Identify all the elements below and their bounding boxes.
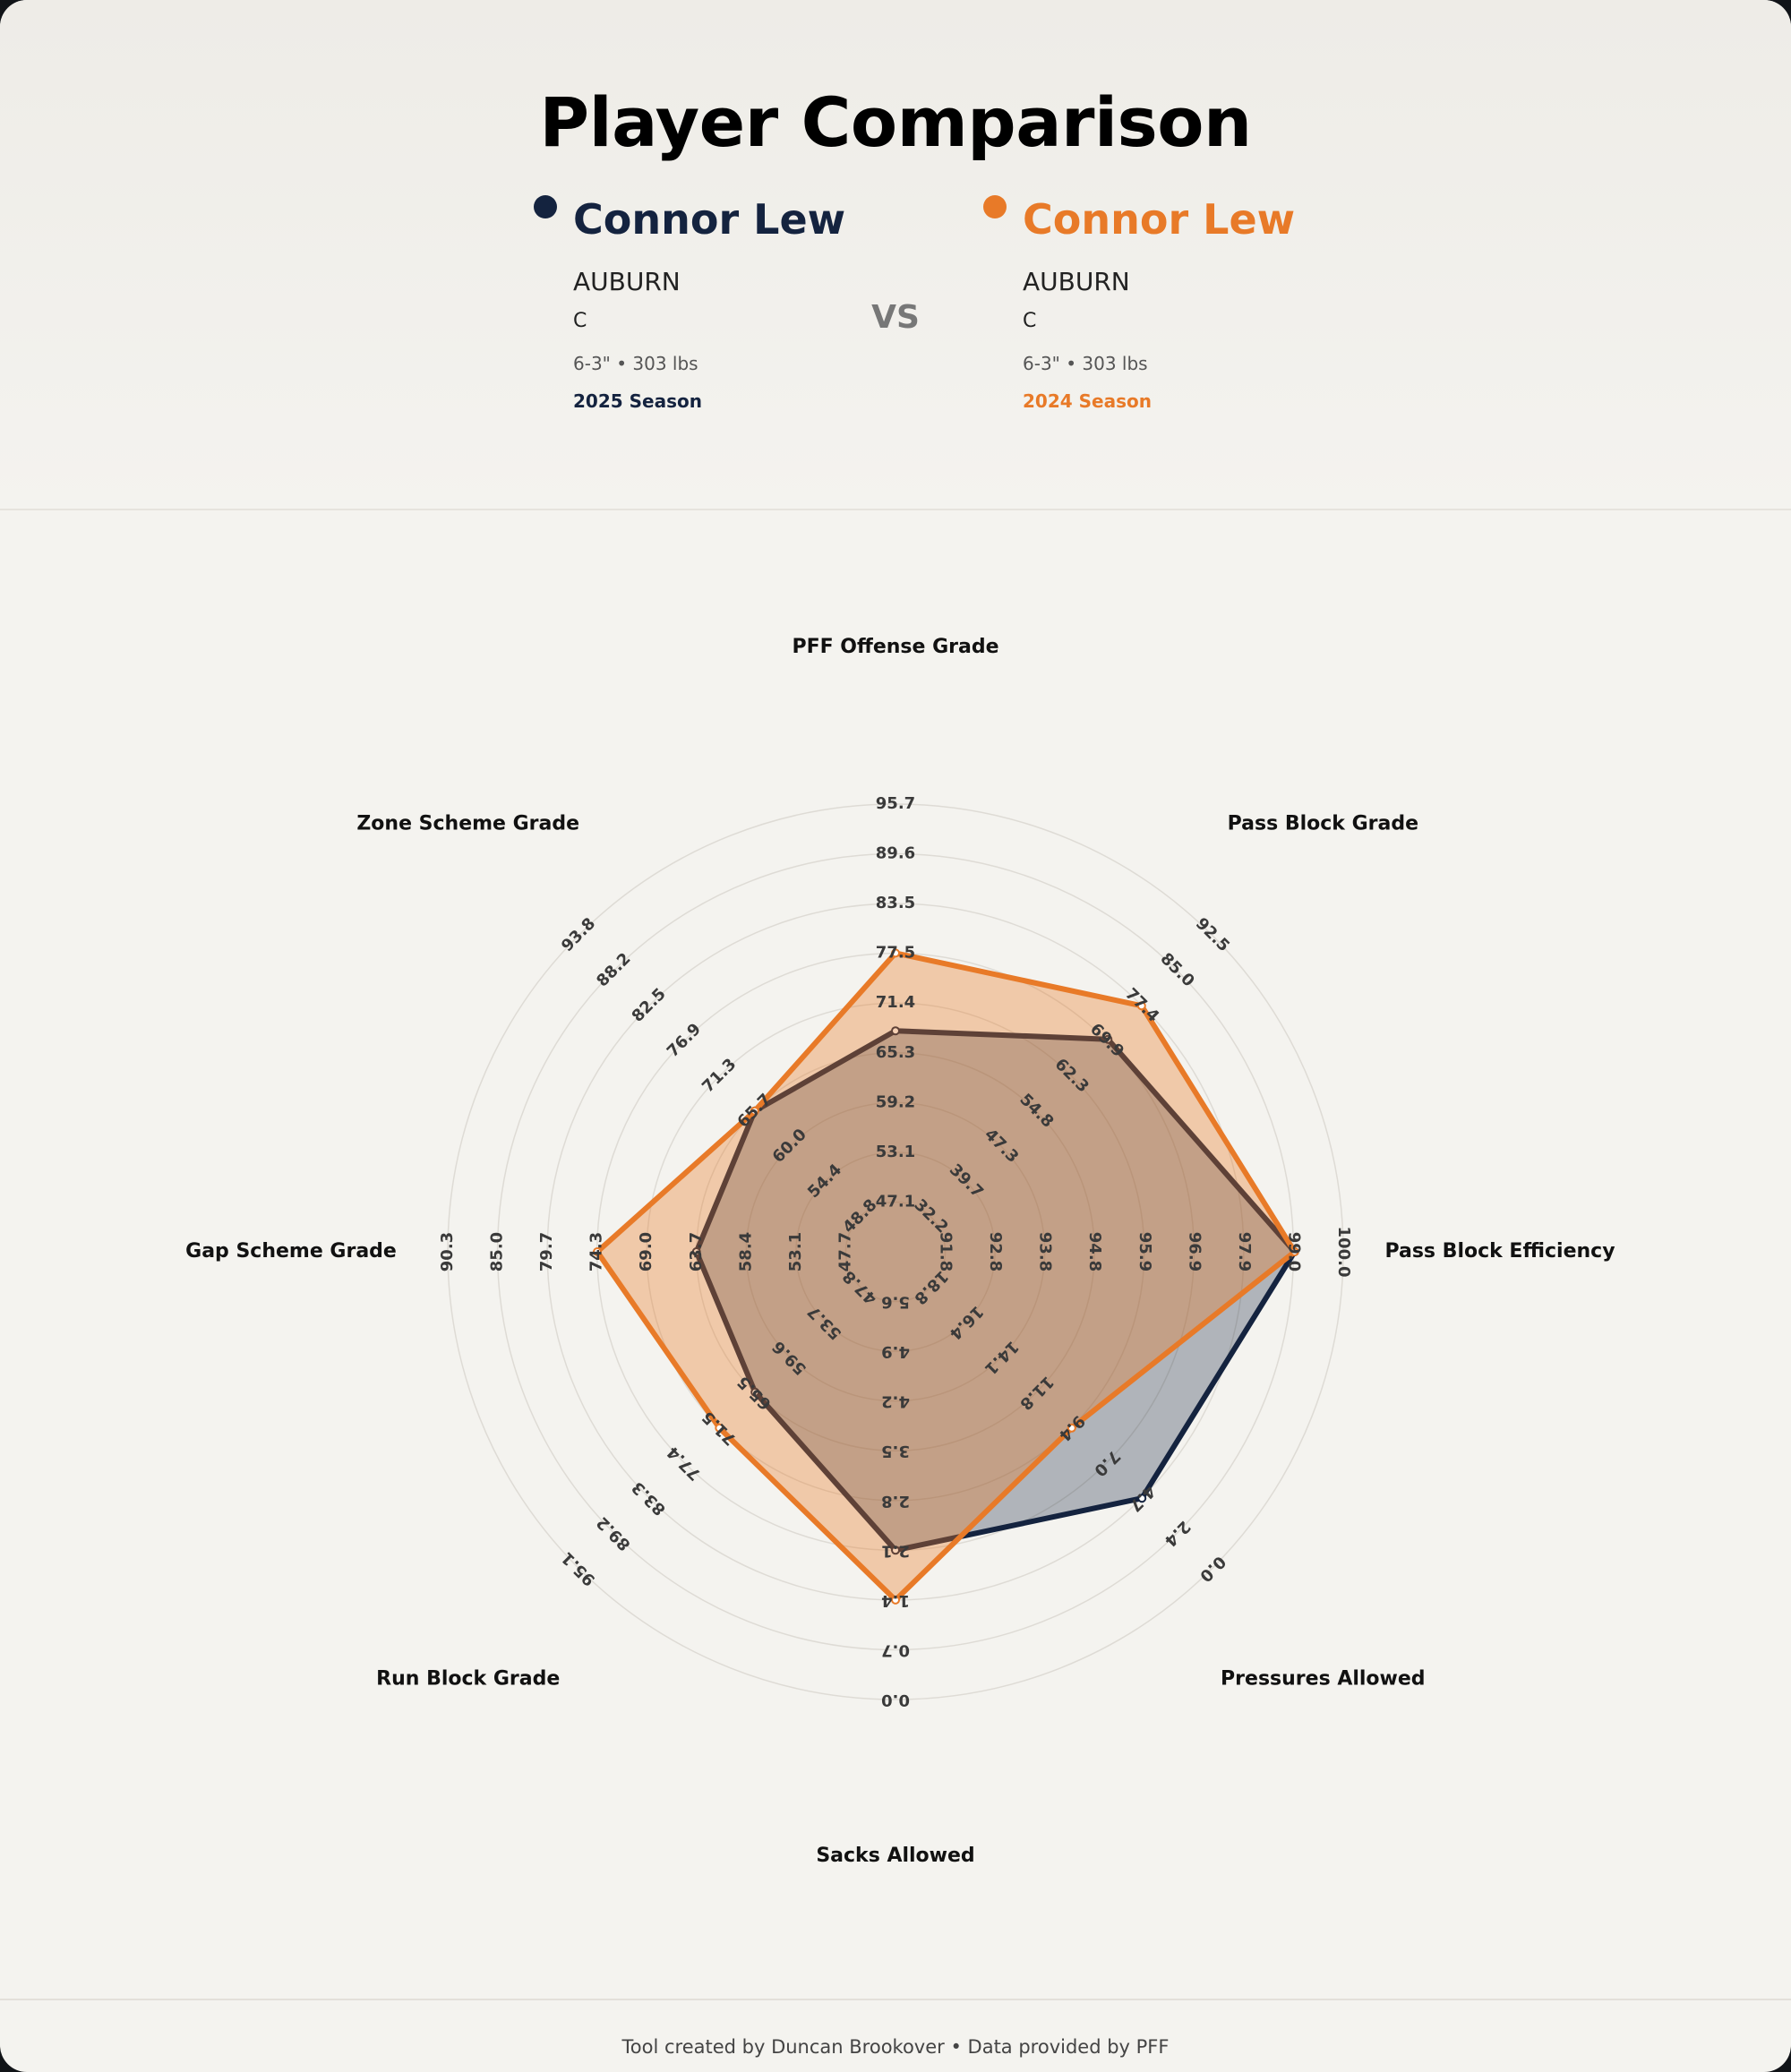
axis-label: Sacks Allowed <box>816 1845 974 1867</box>
player-team: AUBURN <box>1023 267 1130 296</box>
grid-ring <box>844 1201 947 1303</box>
axis-tick-label: 71.4 <box>876 993 915 1012</box>
axis-tick-label: 100.0 <box>1334 1227 1353 1278</box>
player-season: 2025 Season <box>573 390 702 412</box>
axis-tick-label: 90.3 <box>438 1232 457 1271</box>
page-title: Player Comparison <box>539 82 1252 162</box>
axis-tick-label: 2.4 <box>1161 1517 1194 1550</box>
series-point <box>891 1545 900 1555</box>
axis-tick-label: 91.8 <box>937 1232 955 1271</box>
series-point <box>593 1247 602 1256</box>
axis-tick-label: 0.7 <box>881 1640 910 1659</box>
footer: Tool created by Duncan Brookover • Data … <box>0 1999 1791 2072</box>
axis-tick-label: 94.8 <box>1085 1232 1104 1271</box>
axis-tick-label: 47.7 <box>836 1232 854 1271</box>
axis-tick-label: 95.9 <box>1135 1232 1154 1271</box>
axis-tick-label: 93.8 <box>558 914 599 955</box>
grid-ring <box>447 803 1344 1700</box>
series-point <box>750 1387 760 1397</box>
axis-label: Zone Scheme Grade <box>356 813 579 835</box>
player-position: C <box>1023 310 1037 332</box>
series-point <box>1137 1494 1147 1503</box>
axis-tick-label: 5.6 <box>881 1293 910 1312</box>
axis-tick-label: 83.3 <box>629 1477 670 1519</box>
axis-label: Pass Block Efficiency <box>1384 1240 1615 1263</box>
axis-tick-label: 74.3 <box>587 1232 606 1271</box>
axis-tick-label: 4.2 <box>881 1392 910 1411</box>
axis-label: Pass Block Grade <box>1228 813 1418 835</box>
player-team: AUBURN <box>573 267 681 296</box>
series-point <box>891 948 900 958</box>
axis-label: Pressures Allowed <box>1221 1667 1426 1690</box>
axis-tick-label: 2.1 <box>881 1541 910 1560</box>
series-point <box>891 1026 900 1036</box>
axis-tick-label: 4.9 <box>881 1342 910 1361</box>
series-point <box>691 1247 701 1256</box>
player-name: Connor Lew <box>1023 195 1296 244</box>
axis-label: PFF Offense Grade <box>792 636 998 658</box>
axis-tick-label: 82.5 <box>629 985 670 1026</box>
axis-tick-label: 77.4 <box>664 1443 705 1484</box>
player-measurements: 6-3" • 303 lbs <box>573 353 698 374</box>
vs-label: VS <box>871 299 920 336</box>
axis-tick-label: 0.0 <box>1195 1552 1229 1585</box>
axis-label: Gap Scheme Grade <box>185 1240 397 1263</box>
axis-tick-label: 2.8 <box>881 1492 910 1511</box>
player-season: 2024 Season <box>1023 390 1152 412</box>
footer-credit: Tool created by Duncan Brookover • Data … <box>621 2036 1170 2058</box>
axis-tick-label: 65.3 <box>876 1043 915 1062</box>
axis-tick-label: 83.5 <box>876 894 915 912</box>
axis-tick-label: 92.8 <box>986 1232 1005 1271</box>
axis-label: Run Block Grade <box>376 1667 560 1690</box>
axis-tick-label: 99.0 <box>1284 1232 1303 1271</box>
axis-tick-label: 53.1 <box>786 1232 805 1271</box>
player-color-dot <box>534 195 557 218</box>
axis-tick-label: 88.2 <box>593 949 634 990</box>
radar-chart: 47.153.159.265.371.477.583.589.695.732.2… <box>185 636 1615 1867</box>
axis-tick-label: 69.0 <box>637 1232 656 1271</box>
grid-ring <box>795 1152 996 1352</box>
axis-tick-label: 85.0 <box>1157 949 1198 990</box>
axis-tick-label: 59.2 <box>876 1092 915 1111</box>
player-position: C <box>573 310 587 332</box>
grid-ring <box>745 1101 1046 1402</box>
header: Player Comparison Connor Lew AUBURN C 6-… <box>0 0 1791 510</box>
axis-tick-label: 95.7 <box>876 794 915 813</box>
series-point <box>750 1106 759 1116</box>
series-point <box>1290 1247 1299 1256</box>
grid-ring <box>646 1002 1145 1502</box>
axis-tick-label: 93.8 <box>1036 1232 1055 1271</box>
axis-tick-label: 89.2 <box>593 1513 634 1554</box>
axis-tick-label: 3.5 <box>881 1442 910 1460</box>
series-point <box>891 1595 900 1605</box>
series-point <box>1103 1034 1113 1044</box>
axis-tick-label: 63.7 <box>687 1232 706 1271</box>
player-color-dot <box>983 195 1007 218</box>
axis-tick-label: 71.3 <box>698 1055 740 1096</box>
player-measurements: 6-3" • 303 lbs <box>1023 353 1148 374</box>
axis-tick-label: 53.1 <box>876 1143 915 1161</box>
series-point <box>1067 1423 1076 1433</box>
axis-tick-label: 89.6 <box>876 844 915 863</box>
series-point <box>1136 1001 1146 1011</box>
axis-tick-label: 95.1 <box>558 1548 599 1589</box>
axis-tick-label: 79.7 <box>537 1232 556 1271</box>
series-point <box>715 1423 724 1433</box>
axis-tick-label: 92.5 <box>1192 914 1233 955</box>
player-name: Connor Lew <box>573 195 846 244</box>
axis-tick-label: 0.0 <box>881 1691 910 1709</box>
axis-tick-label: 96.9 <box>1185 1232 1204 1271</box>
axis-tick-label: 76.9 <box>664 1020 705 1061</box>
axis-tick-label: 97.9 <box>1235 1232 1254 1271</box>
axis-tick-label: 85.0 <box>488 1232 507 1271</box>
axis-tick-label: 47.1 <box>876 1192 915 1211</box>
axis-tick-label: 77.5 <box>876 944 915 963</box>
axis-tick-label: 58.4 <box>736 1232 755 1271</box>
axis-tick-label: 1.4 <box>881 1591 910 1610</box>
